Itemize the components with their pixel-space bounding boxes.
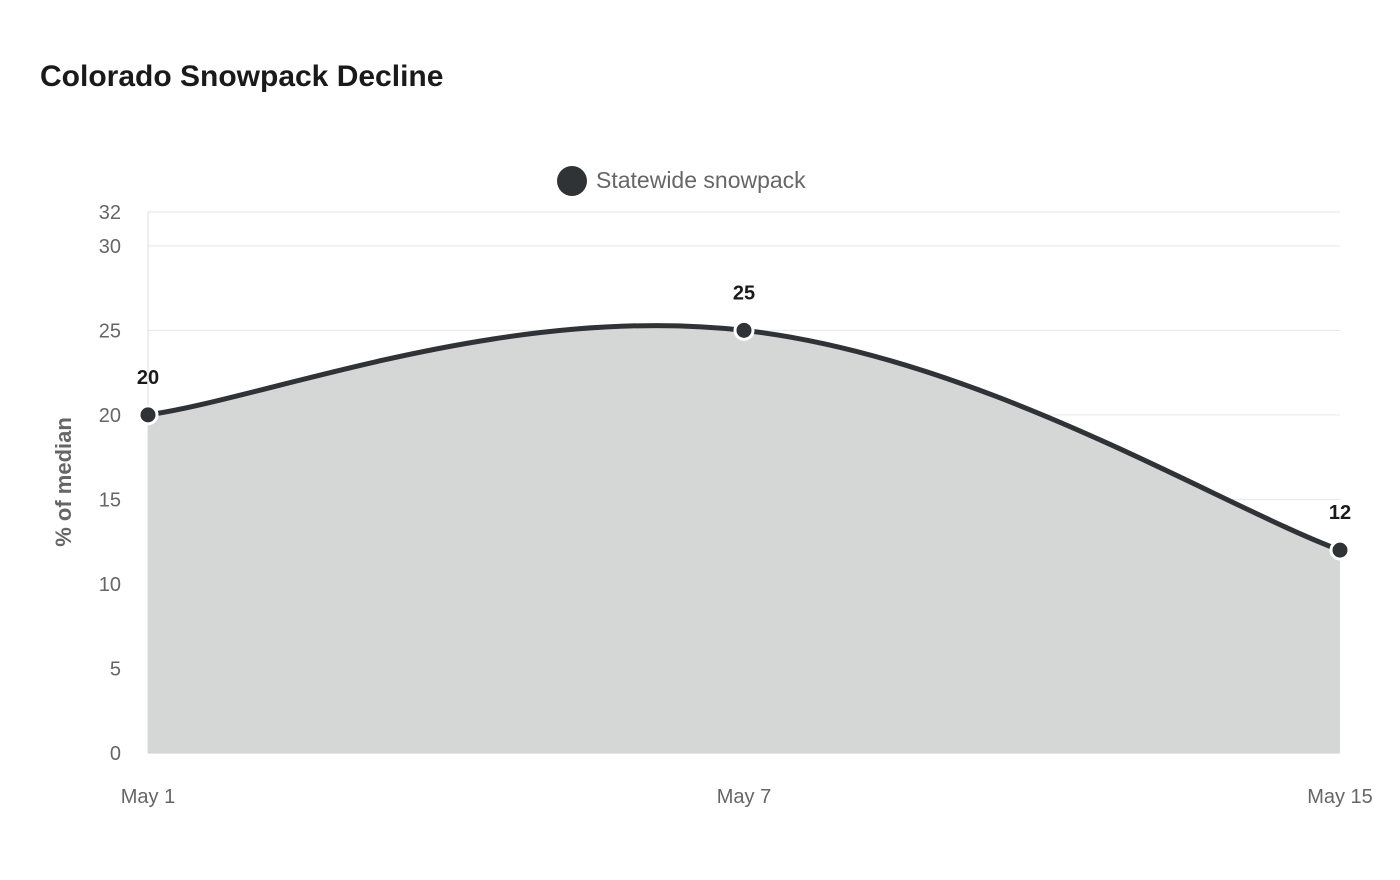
y-tick-label: 15 [99,489,121,511]
y-axis-ticks: 0 5 10 15 20 25 30 32 [99,202,121,765]
chart-title: Colorado Snowpack Decline [40,60,444,93]
y-tick-label: 20 [99,405,121,427]
y-axis-title: % of median [51,417,76,547]
data-label: 12 [1329,502,1351,524]
x-tick-label: May 7 [717,786,771,808]
legend-label: Statewide snowpack [596,167,806,193]
x-tick-label: May 15 [1307,786,1373,808]
data-label: 20 [137,367,159,389]
data-labels: 20 25 12 [137,282,1351,524]
y-tick-label: 5 [110,658,121,680]
y-tick-label: 10 [99,574,121,596]
y-tick-label: 32 [99,202,121,224]
y-tick-label: 25 [99,320,121,342]
legend[interactable]: Statewide snowpack [557,166,806,196]
series-area-fill [148,325,1340,753]
data-point[interactable] [733,319,755,341]
y-tick-label: 0 [110,743,121,765]
data-point[interactable] [1329,539,1351,561]
x-tick-label: May 1 [121,786,175,808]
data-point[interactable] [137,404,159,426]
x-axis-ticks: May 1 May 7 May 15 [121,786,1373,808]
data-points [137,319,1351,561]
data-label: 25 [733,282,755,304]
legend-marker [557,166,587,196]
y-tick-label: 30 [99,236,121,258]
